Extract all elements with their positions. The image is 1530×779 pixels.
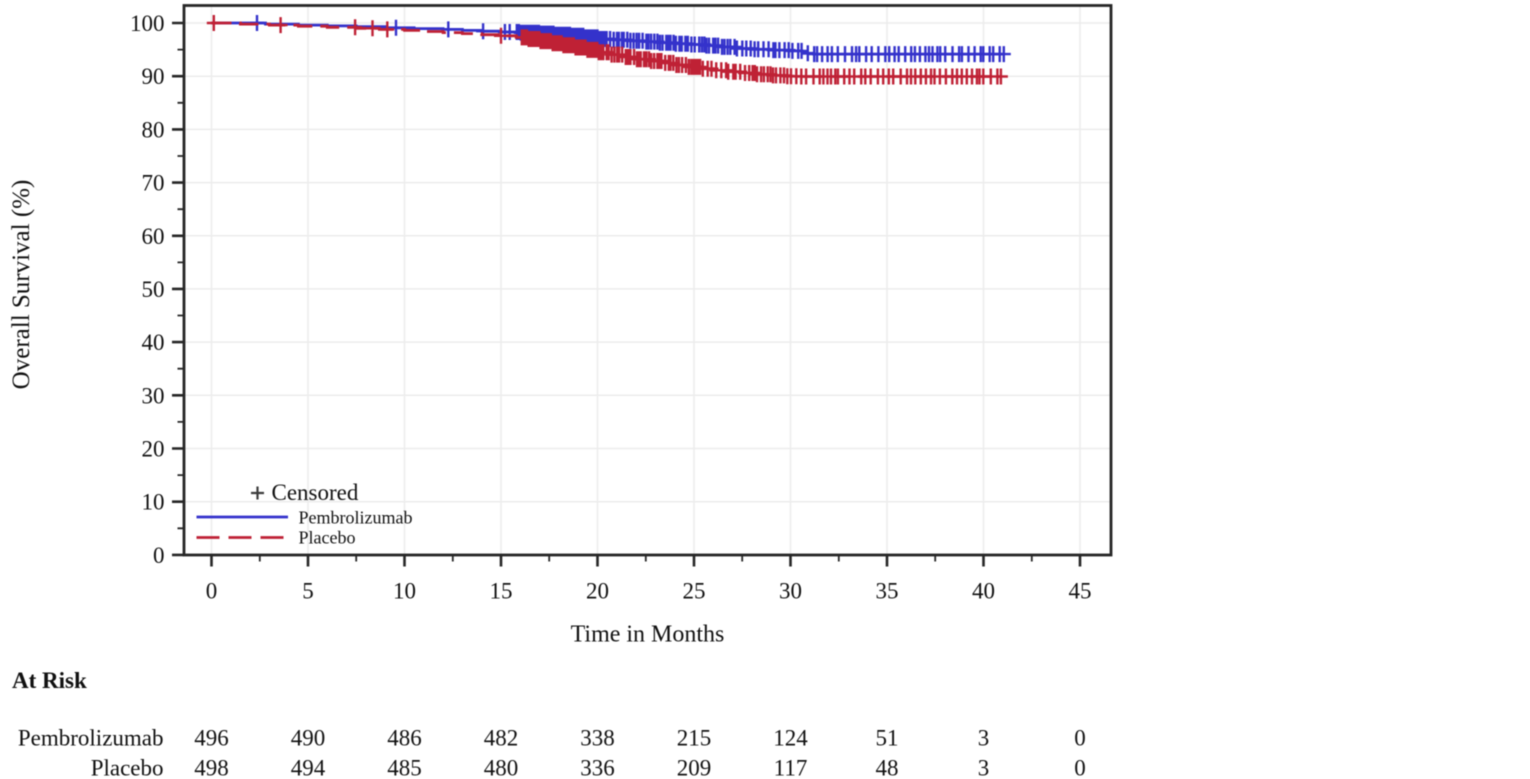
svg-text:100: 100 (130, 11, 165, 36)
svg-text:480: 480 (484, 756, 519, 779)
svg-text:486: 486 (387, 726, 422, 751)
svg-text:10: 10 (393, 579, 416, 604)
svg-text:3: 3 (978, 726, 990, 751)
svg-text:Time in Months: Time in Months (571, 622, 725, 648)
svg-text:0: 0 (1074, 726, 1086, 751)
svg-text:51: 51 (876, 726, 899, 751)
svg-text:10: 10 (142, 490, 165, 515)
svg-text:215: 215 (677, 726, 712, 751)
svg-text:5: 5 (302, 579, 314, 604)
svg-text:35: 35 (876, 579, 899, 604)
svg-text:15: 15 (490, 579, 513, 604)
svg-text:Placebo: Placebo (91, 756, 164, 779)
svg-text:48: 48 (876, 756, 899, 779)
svg-text:70: 70 (142, 171, 165, 196)
svg-text:0: 0 (1074, 756, 1086, 779)
svg-text:0: 0 (153, 543, 165, 568)
svg-text:90: 90 (142, 64, 165, 89)
svg-text:498: 498 (194, 756, 229, 779)
svg-text:3: 3 (978, 756, 990, 779)
svg-text:Placebo: Placebo (299, 528, 356, 548)
svg-text:Pembrolizumab: Pembrolizumab (299, 508, 413, 528)
svg-text:50: 50 (142, 277, 165, 302)
svg-text:494: 494 (291, 756, 326, 779)
svg-text:20: 20 (142, 437, 165, 462)
svg-text:485: 485 (387, 756, 422, 779)
svg-text:30: 30 (779, 579, 802, 604)
svg-text:At Risk: At Risk (12, 668, 87, 693)
svg-text:336: 336 (580, 756, 615, 779)
svg-text:25: 25 (683, 579, 706, 604)
svg-text:Pembrolizumab: Pembrolizumab (18, 726, 164, 751)
svg-text:490: 490 (291, 726, 326, 751)
svg-text:20: 20 (586, 579, 609, 604)
svg-text:45: 45 (1069, 579, 1092, 604)
svg-text:482: 482 (484, 726, 519, 751)
svg-text:60: 60 (142, 224, 165, 249)
svg-text:338: 338 (580, 726, 615, 751)
svg-text:40: 40 (972, 579, 995, 604)
svg-text:Censored: Censored (272, 480, 359, 505)
svg-text:30: 30 (142, 383, 165, 408)
svg-text:209: 209 (677, 756, 712, 779)
svg-text:496: 496 (194, 726, 229, 751)
svg-text:Overall Survival (%): Overall Survival (%) (8, 180, 35, 390)
svg-text:117: 117 (774, 756, 808, 779)
svg-text:0: 0 (206, 579, 218, 604)
svg-text:124: 124 (773, 726, 808, 751)
svg-text:80: 80 (142, 117, 165, 142)
svg-text:40: 40 (142, 330, 165, 355)
